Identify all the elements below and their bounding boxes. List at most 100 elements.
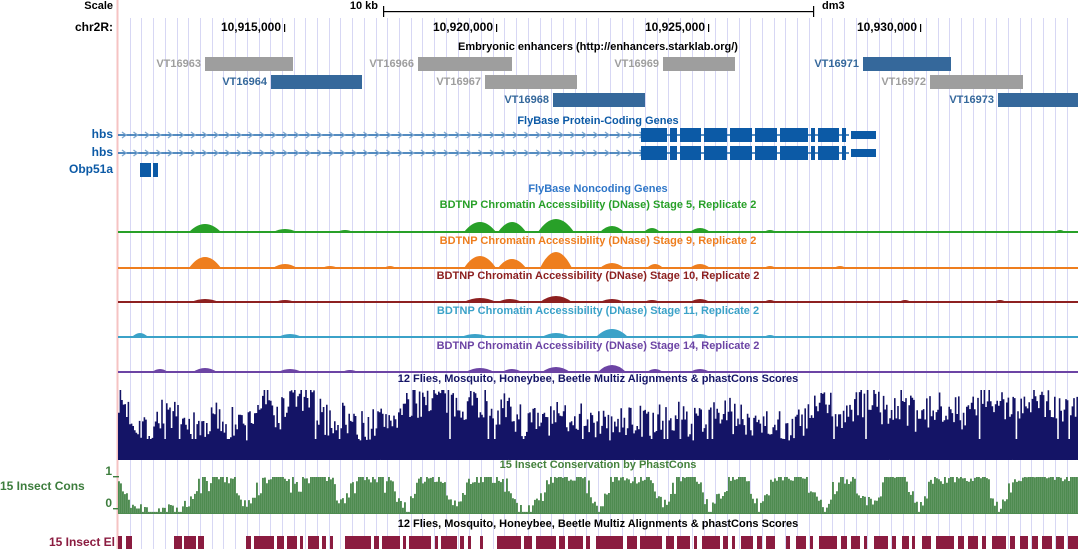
hbs-exon[interactable] xyxy=(670,146,677,160)
insect-element[interactable] xyxy=(902,536,909,549)
insect-element[interactable] xyxy=(864,536,867,549)
noncoding-genes-title[interactable]: FlyBase Noncoding Genes xyxy=(528,183,668,195)
insect-element[interactable] xyxy=(851,536,860,549)
gene-label-obp51a[interactable]: Obp51a xyxy=(68,162,113,176)
hbs-exon[interactable] xyxy=(811,128,815,142)
insect-element[interactable] xyxy=(330,536,333,549)
hbs-exon[interactable] xyxy=(842,146,846,160)
enhancer-bar-VT16971[interactable] xyxy=(863,57,951,71)
dnase-stage11-title[interactable]: BDTNP Chromatin Accessibility (DNase) St… xyxy=(436,305,760,317)
insect-element[interactable] xyxy=(559,536,565,549)
insect-element[interactable] xyxy=(912,536,915,549)
insect-element[interactable] xyxy=(694,536,697,549)
insect-element[interactable] xyxy=(666,536,674,549)
conservation-signal[interactable] xyxy=(118,477,1078,513)
insect-element[interactable] xyxy=(766,536,775,549)
dnase-signal-0[interactable] xyxy=(189,219,1065,232)
bottom-multiz-title[interactable]: 12 Flies, Mosquito, Honeybee, Beetle Mul… xyxy=(397,518,799,530)
insect-element[interactable] xyxy=(1042,536,1052,549)
enhancer-bar-VT16969[interactable] xyxy=(663,57,735,71)
dnase-signal-3[interactable] xyxy=(132,329,776,337)
insect-elements-left-label[interactable]: 15 Insect El xyxy=(48,535,115,549)
insect-element[interactable] xyxy=(246,536,251,549)
insect-element[interactable] xyxy=(374,536,379,549)
insect-element[interactable] xyxy=(174,536,182,549)
insect-element[interactable] xyxy=(1010,536,1015,549)
insect-element[interactable] xyxy=(596,536,623,549)
insect-element[interactable] xyxy=(786,536,790,549)
hbs-exon[interactable] xyxy=(704,146,727,160)
hbs-exon[interactable] xyxy=(818,146,839,160)
dnase-signal-4[interactable] xyxy=(152,365,710,372)
dnase-signal-1[interactable] xyxy=(189,252,846,268)
dnase-stage10-title[interactable]: BDTNP Chromatin Accessibility (DNase) St… xyxy=(436,270,760,282)
gene-label-hbs-1[interactable]: hbs xyxy=(91,127,113,141)
insect-element[interactable] xyxy=(741,536,753,549)
hbs-exon[interactable] xyxy=(780,128,808,142)
insect-element[interactable] xyxy=(184,536,196,549)
insect-element[interactable] xyxy=(1032,536,1038,549)
insect-element[interactable] xyxy=(922,536,931,549)
hbs-exon[interactable] xyxy=(780,146,808,160)
obp51a-exon[interactable] xyxy=(153,163,158,177)
insect-element[interactable] xyxy=(568,536,583,549)
insect-element[interactable] xyxy=(677,536,690,549)
multiz-signal[interactable] xyxy=(118,390,1078,460)
insect-element[interactable] xyxy=(958,536,964,549)
insect-element[interactable] xyxy=(874,536,888,549)
enhancer-bar-VT16972[interactable] xyxy=(930,75,1023,89)
insect-element[interactable] xyxy=(723,536,728,549)
insect-element[interactable] xyxy=(300,536,303,549)
conservation-left-label[interactable]: 15 Insect Cons xyxy=(0,479,85,493)
insect-element[interactable] xyxy=(627,536,637,549)
hbs-exon[interactable] xyxy=(641,128,667,142)
insect-element[interactable] xyxy=(480,536,483,549)
insect-element[interactable] xyxy=(586,536,590,549)
insect-element[interactable] xyxy=(992,536,1006,549)
insect-element[interactable] xyxy=(468,536,471,549)
dnase-stage9-title[interactable]: BDTNP Chromatin Accessibility (DNase) St… xyxy=(439,235,757,247)
insect-element[interactable] xyxy=(345,536,371,549)
dnase-baseline[interactable] xyxy=(118,301,1078,303)
insect-element[interactable] xyxy=(118,536,122,549)
insect-element[interactable] xyxy=(936,536,954,549)
insect-element[interactable] xyxy=(536,536,556,549)
insect-element[interactable] xyxy=(524,536,532,549)
insect-element[interactable] xyxy=(702,536,720,549)
insect-element[interactable] xyxy=(254,536,274,549)
insect-element[interactable] xyxy=(322,536,326,549)
enhancer-bar-VT16964[interactable] xyxy=(271,75,362,89)
protein-coding-genes-title[interactable]: FlyBase Protein-Coding Genes xyxy=(517,115,679,127)
insect-element[interactable] xyxy=(1068,536,1078,549)
insect-element[interactable] xyxy=(435,536,438,549)
insect-element[interactable] xyxy=(198,536,204,549)
insect-element[interactable] xyxy=(968,536,978,549)
enhancer-bar-VT16966[interactable] xyxy=(418,57,512,71)
hbs-exon[interactable] xyxy=(730,128,752,142)
insect-element[interactable] xyxy=(1020,536,1028,549)
hbs-exon[interactable] xyxy=(730,146,752,160)
insect-element[interactable] xyxy=(308,536,319,549)
hbs-exon[interactable] xyxy=(680,146,701,160)
hbs-utr[interactable] xyxy=(851,149,876,157)
hbs-exon[interactable] xyxy=(704,128,727,142)
insect-element[interactable] xyxy=(841,536,847,549)
insect-element[interactable] xyxy=(277,536,284,549)
hbs-exon[interactable] xyxy=(680,128,701,142)
insect-element[interactable] xyxy=(810,536,813,549)
dnase-baseline[interactable] xyxy=(118,231,1078,233)
insect-element[interactable] xyxy=(441,536,457,549)
enhancer-track-title[interactable]: Embryonic enhancers (http://enhancers.st… xyxy=(458,41,738,53)
insect-element[interactable] xyxy=(460,536,464,549)
hbs-exon[interactable] xyxy=(755,128,777,142)
obp51a-exon[interactable] xyxy=(140,163,151,177)
hbs-exon[interactable] xyxy=(755,146,777,160)
insect-element[interactable] xyxy=(1056,536,1064,549)
insect-element[interactable] xyxy=(819,536,837,549)
insect-element[interactable] xyxy=(892,536,896,549)
gene-label-hbs-2[interactable]: hbs xyxy=(91,145,113,159)
multiz-track-title[interactable]: 12 Flies, Mosquito, Honeybee, Beetle Mul… xyxy=(397,373,799,385)
hbs-exon[interactable] xyxy=(811,146,815,160)
enhancer-bar-VT16968[interactable] xyxy=(553,93,645,107)
hbs-exon[interactable] xyxy=(641,146,667,160)
